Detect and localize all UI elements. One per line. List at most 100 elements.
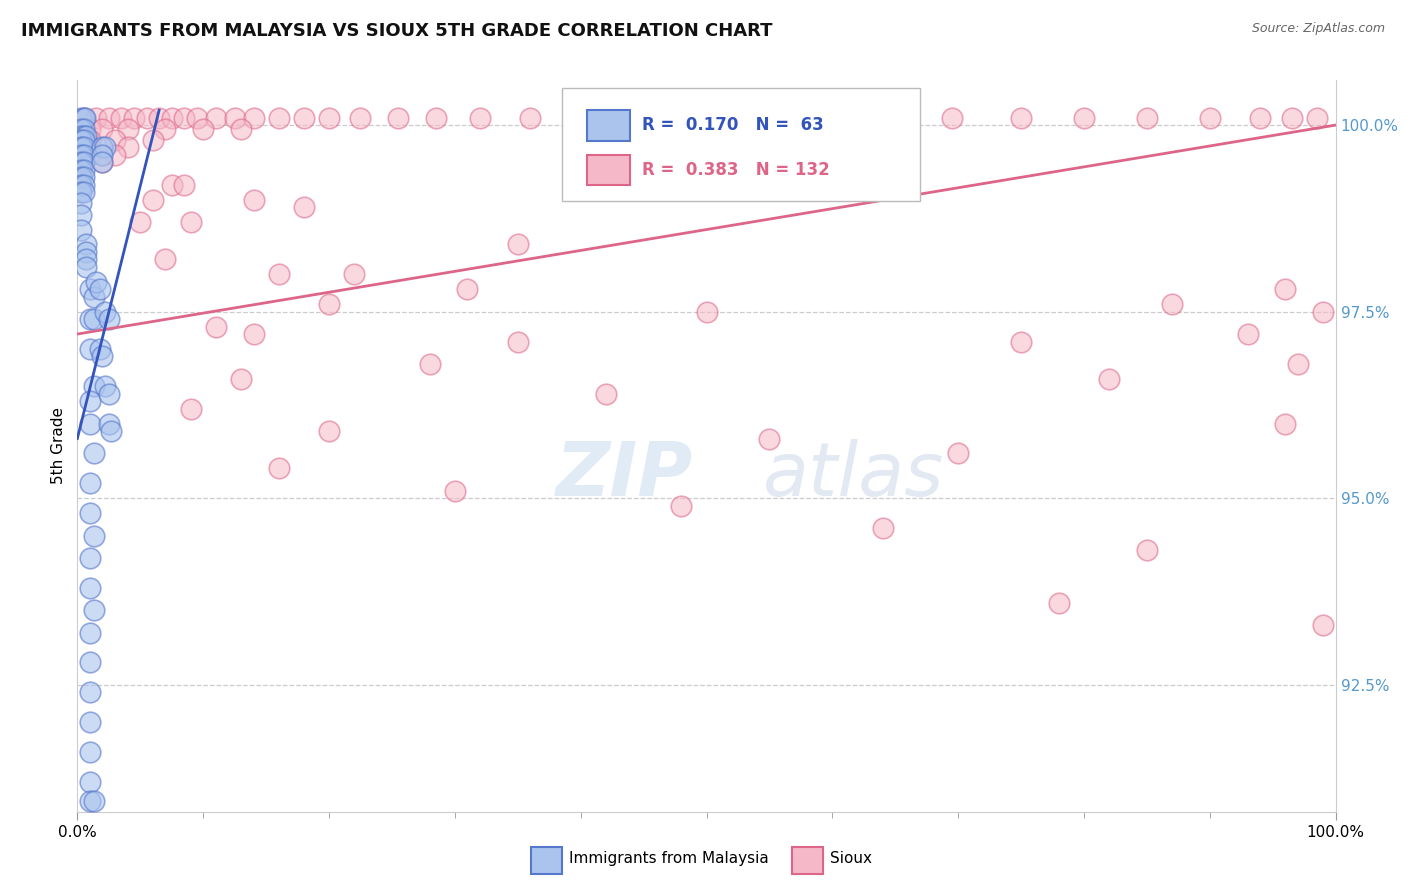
Point [808,111,831,125]
Point [79,685,101,699]
Point [683,111,706,125]
Point [79,417,101,431]
Text: Source: ZipAtlas.com: Source: ZipAtlas.com [1251,22,1385,36]
Point [387,111,409,125]
Point [79,551,101,566]
Point [100,424,122,438]
Point [349,111,371,125]
Point [129,215,152,229]
Point [148,111,170,125]
Point [70,129,93,144]
Point [97,312,120,326]
Point [91,148,114,162]
Point [1136,111,1159,125]
Point [83,290,105,304]
Point [70,140,93,154]
Point [696,304,718,318]
Point [79,140,101,154]
Point [72,162,94,177]
Point [79,775,101,789]
Point [97,111,120,125]
FancyBboxPatch shape [586,110,630,141]
Point [292,200,315,214]
Point [79,715,101,730]
Point [1073,111,1095,125]
Point [506,334,529,349]
Point [72,186,94,200]
Point [267,461,290,475]
Point [91,155,114,169]
FancyBboxPatch shape [586,154,630,186]
Point [419,357,441,371]
Point [1236,326,1258,341]
Point [70,155,93,169]
Point [70,222,93,236]
Point [267,111,290,125]
Point [72,155,94,169]
Point [506,237,529,252]
Point [83,603,105,617]
Point [70,162,93,177]
Point [1010,111,1032,125]
Point [1047,596,1070,610]
Point [191,121,215,136]
Point [318,424,340,438]
Point [1281,111,1303,125]
FancyBboxPatch shape [562,87,921,201]
Point [745,111,768,125]
Point [72,121,94,136]
Point [135,111,157,125]
Point [70,178,93,192]
Point [180,401,202,416]
Point [84,111,107,125]
Point [155,252,177,267]
Point [97,386,120,401]
Point [75,129,97,144]
Point [75,237,97,252]
Point [72,148,94,162]
Point [79,745,101,759]
Point [75,252,97,267]
Point [173,111,195,125]
Point [1098,372,1121,386]
Point [83,312,105,326]
Point [79,506,101,520]
Point [70,133,93,147]
Point [318,297,340,311]
Point [91,140,114,154]
Point [160,178,183,192]
Point [595,386,617,401]
Point [72,111,94,125]
Point [70,148,93,162]
Point [142,133,165,147]
Point [83,528,105,542]
Text: Sioux: Sioux [830,851,872,865]
Point [79,133,101,147]
Point [79,581,101,595]
Point [97,417,120,431]
Point [267,268,290,282]
Point [160,111,183,125]
Text: Immigrants from Malaysia: Immigrants from Malaysia [569,851,769,865]
Point [75,244,97,259]
Point [72,140,94,154]
Point [117,121,139,136]
Text: atlas: atlas [763,439,945,511]
Text: R =  0.170   N =  63: R = 0.170 N = 63 [643,117,824,135]
Point [569,111,592,125]
Point [94,304,117,318]
Point [79,121,101,136]
Point [758,432,780,446]
Point [79,625,101,640]
Point [73,111,96,125]
Point [1010,334,1032,349]
Point [79,656,101,670]
Point [941,111,963,125]
Point [110,111,132,125]
Point [173,178,195,192]
Point [1274,417,1296,431]
Point [70,208,93,222]
Point [72,111,94,125]
Point [155,121,177,136]
Point [94,140,117,154]
